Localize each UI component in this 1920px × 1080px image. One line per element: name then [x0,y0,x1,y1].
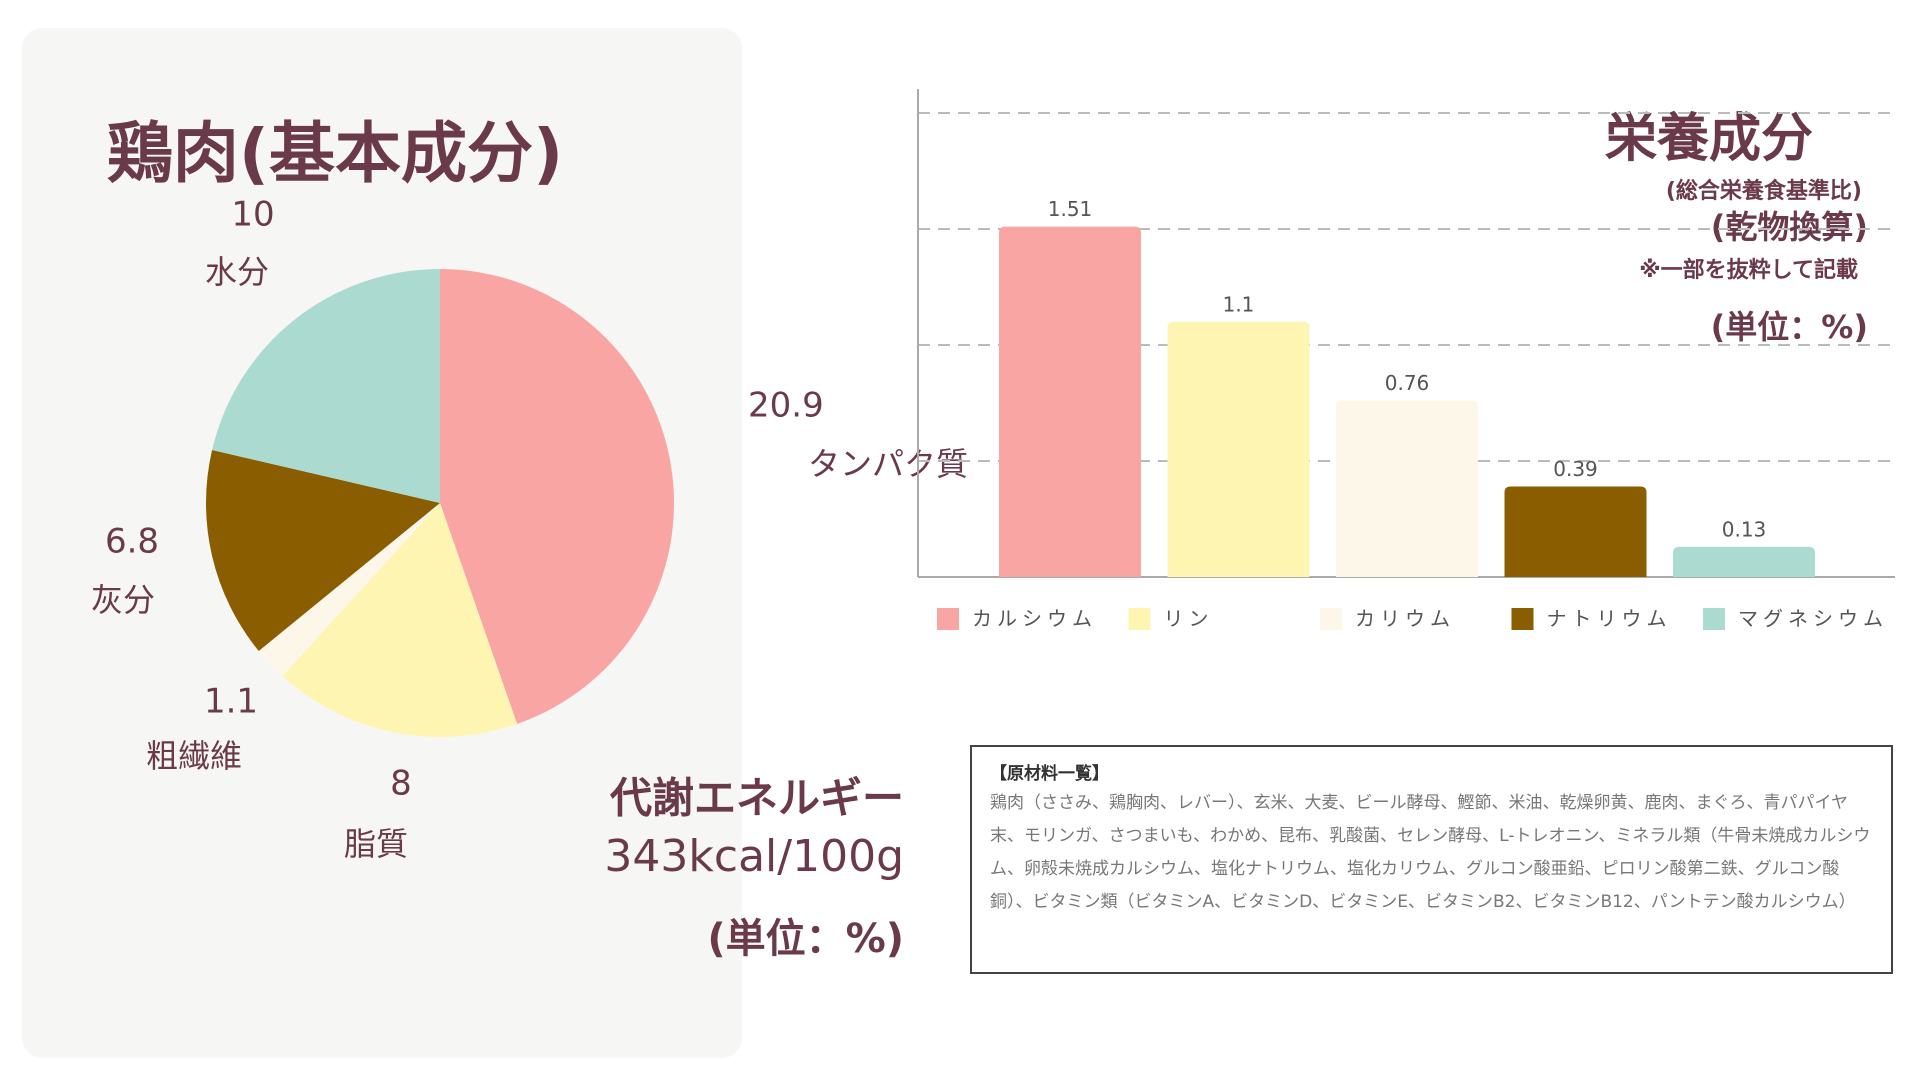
bar [999,226,1141,577]
legend-label: リン [1164,607,1214,631]
annotation: 代謝エネルギー [609,774,904,823]
slice-label: タンパク質 [808,445,968,483]
slice-value: 1.1 [204,682,258,722]
ingredients-box: 【原材料一覧】 鶏肉（ささみ、鶏胸肉、レバー）、玄米、大麦、ビール酵母、鰹節、米… [970,745,1893,974]
subtitle: ※一部を抜粋して記載 [1639,257,1858,283]
legend-label: マグネシウム [1738,607,1888,631]
slice-label: 脂質 [344,825,408,863]
legend-swatch [1128,608,1151,630]
slice-value: 6.8 [105,522,159,562]
annotation: 343kcal/100g [604,831,904,882]
annotation: (単位：%) [707,916,904,962]
legend-swatch [937,608,959,630]
bar [1504,486,1647,577]
value-label: 0.76 [1385,371,1430,395]
legend-label: ナトリウム [1547,607,1672,631]
legend-swatch [1320,608,1342,630]
pie-slice [440,269,675,724]
bar-title: 栄養成分 [1605,109,1813,169]
legend-label: カルシウム [972,607,1097,631]
value-label: 1.1 [1223,292,1255,316]
slice-value: 8 [390,764,412,804]
bar [1673,546,1815,577]
subtitle: (乾物換算) [1711,208,1868,246]
value-label: 1.51 [1048,197,1093,221]
value-label: 0.39 [1553,457,1598,481]
slice-label: 灰分 [91,581,155,619]
bar [1336,400,1478,577]
legend-label: カリウム [1355,607,1455,631]
legend-swatch [1511,608,1534,630]
slice-value: 20.9 [748,386,824,426]
pie-slice [212,269,440,503]
slice-value: 10 [231,195,274,235]
pie-slice [258,503,440,677]
slice-label: 水分 [205,253,269,291]
slice-label: 粗繊維 [146,737,242,775]
pie-slice [206,450,440,651]
subtitle: (単位：%) [1711,308,1868,346]
pie-slice [282,503,518,737]
value-label: 0.13 [1722,517,1767,541]
pie-title: 鶏肉(基本成分) [107,115,563,192]
subtitle: (総合栄養食基準比) [1666,178,1862,204]
ingredients-title: 【原材料一覧】 [990,764,1109,784]
ingredients-text: 鶏肉（ささみ、鶏胸肉、レバー）、玄米、大麦、ビール酵母、鰹節、米油、乾燥卵黄、鹿… [990,793,1871,912]
bar [1167,321,1310,577]
legend-swatch [1703,608,1725,630]
